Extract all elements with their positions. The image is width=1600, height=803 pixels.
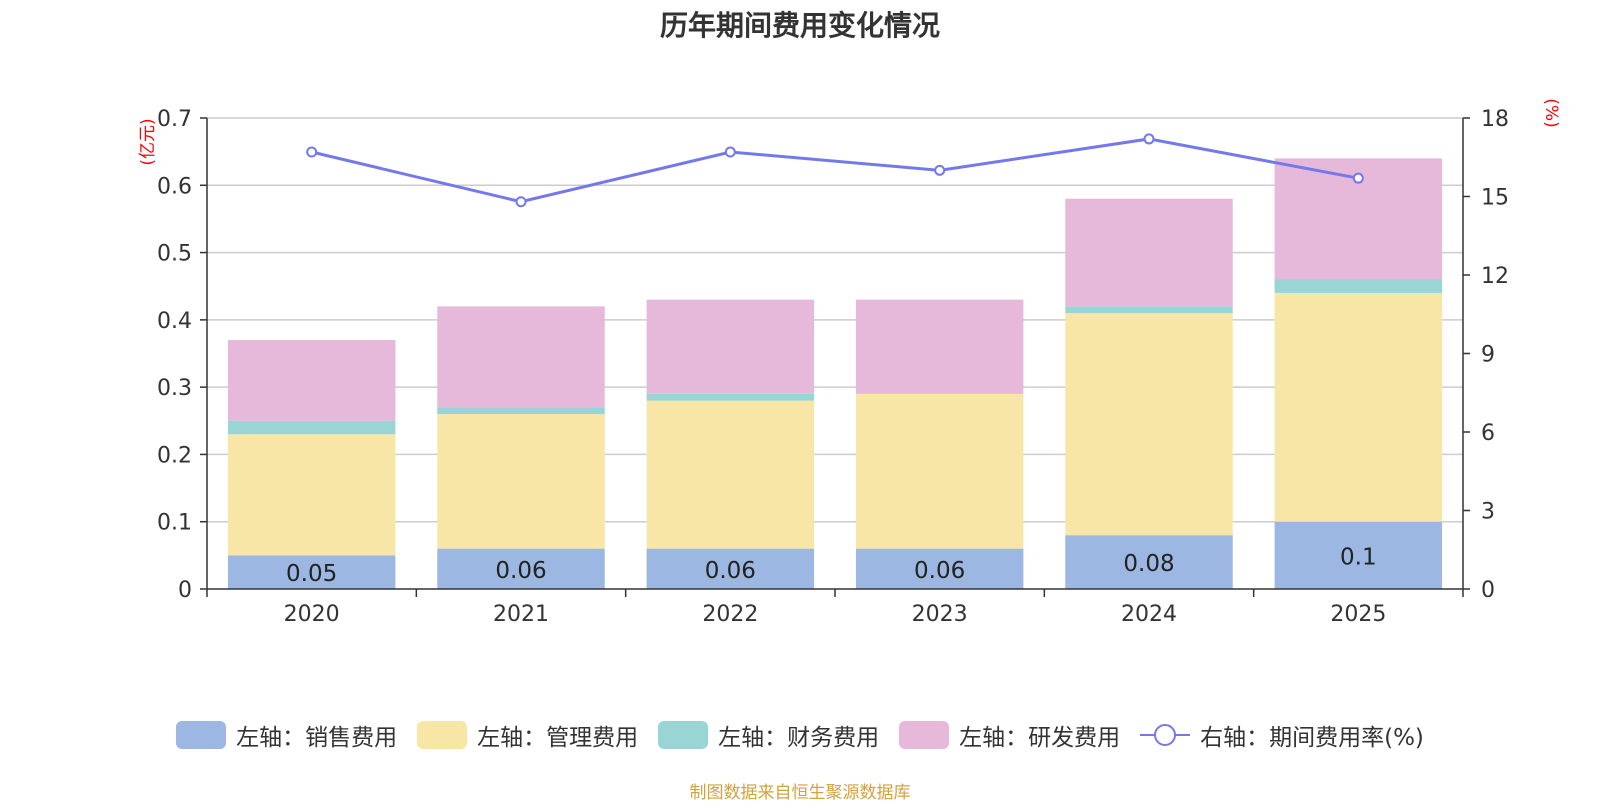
- legend-label: 左轴：销售费用: [236, 725, 398, 751]
- legend-item[interactable]: 右轴：期间费用率(%): [1140, 718, 1424, 752]
- bar-segment: [437, 548, 605, 589]
- legend-label: 右轴：期间费用率(%): [1200, 725, 1424, 751]
- bar-segment: [646, 400, 815, 549]
- data-label: 0.06: [914, 558, 965, 584]
- legend-label: 左轴：财务费用: [718, 725, 880, 751]
- y-right-unit: (%): [1541, 98, 1561, 127]
- rate-line: [311, 137, 1359, 204]
- chart-canvas: 0 0.1 0.2 0.3 0.4 0.5 0.6 0.7 0 3 6 9 12 15 18 (亿元) (%) 0…: [138, 98, 1561, 627]
- bar-segment: [1274, 521, 1443, 589]
- bar-segment: [437, 407, 605, 415]
- legend-label: 左轴：管理费用: [477, 725, 639, 751]
- y-left-tick-label: 0.5: [157, 242, 192, 267]
- bar-segment: [1065, 306, 1233, 314]
- legend-swatch: [417, 721, 468, 749]
- y-left-tick-label: 0.4: [157, 309, 192, 334]
- bar-segment: [855, 299, 1024, 394]
- bar-segment: [646, 393, 815, 401]
- bar-segment: [646, 299, 815, 394]
- x-tick-label: 2022: [702, 602, 758, 627]
- rate-point: [724, 146, 736, 158]
- y-left-tick-label: 0.2: [157, 443, 192, 468]
- bar-segment: [1065, 198, 1233, 307]
- x-tick-label: 2021: [493, 602, 549, 627]
- y-left-unit: (亿元): [138, 118, 158, 165]
- source-note: 制图数据来自恒生聚源数据库: [689, 783, 911, 803]
- y-left-tick-label: 0.7: [157, 107, 192, 132]
- legend-line-marker-icon: [1140, 724, 1191, 746]
- data-label: 0.08: [1123, 551, 1174, 577]
- rate-point: [934, 164, 946, 176]
- y-left-tick-label: 0: [178, 578, 192, 603]
- y-left-tick-label: 0.1: [157, 511, 192, 536]
- x-tick-label: 2023: [912, 602, 968, 627]
- legend-item[interactable]: 左轴：管理费用: [417, 718, 638, 752]
- rate-point: [1143, 133, 1155, 145]
- rate-point: [515, 196, 527, 208]
- bar-segment: [646, 548, 815, 589]
- bar-segment: [437, 414, 605, 549]
- bar-segment: [1065, 313, 1233, 536]
- y-right-tick-label: 18: [1481, 107, 1509, 132]
- y-left-tick-label: 0.3: [157, 376, 192, 401]
- chart-title: 历年期间费用变化情况: [659, 9, 940, 42]
- data-label: 0.1: [1340, 544, 1377, 570]
- x-tick-label: 2025: [1330, 602, 1386, 627]
- bar-segment: [855, 548, 1024, 589]
- bar-segment: [227, 555, 396, 589]
- bar-segment: [227, 420, 396, 435]
- legend-item[interactable]: 左轴：财务费用: [658, 718, 879, 752]
- legend-item[interactable]: 左轴：销售费用: [176, 718, 397, 752]
- y-right-tick-label: 9: [1481, 343, 1495, 368]
- legend-swatch: [658, 721, 709, 749]
- legend-swatch: [899, 721, 950, 749]
- bar-segment: [1274, 292, 1443, 522]
- bar-segment: [227, 434, 396, 556]
- bar-segment: [227, 340, 396, 421]
- y-right-tick-label: 15: [1481, 186, 1509, 211]
- legend-swatch: [176, 721, 227, 749]
- legend-item[interactable]: 左轴：研发费用: [899, 718, 1120, 752]
- bar-segment: [437, 306, 605, 408]
- rate-point: [1352, 172, 1364, 184]
- x-tick-label: 2020: [284, 602, 340, 627]
- data-label: 0.05: [286, 561, 337, 587]
- bar-segment: [1065, 535, 1233, 589]
- y-right-tick-label: 12: [1481, 264, 1509, 289]
- y-right-tick-label: 0: [1481, 578, 1495, 603]
- y-left-tick-label: 0.6: [157, 174, 192, 199]
- legend: 左轴：销售费用 左轴：管理费用 左轴：财务费用 左轴：研发费用 右轴：期间费用率(%): [0, 718, 1600, 752]
- data-label: 0.06: [705, 558, 756, 584]
- x-tick-label: 2024: [1121, 602, 1177, 627]
- rate-point: [306, 146, 318, 158]
- data-label: 0.06: [495, 558, 546, 584]
- bar-segment: [1274, 279, 1443, 293]
- legend-label: 左轴：研发费用: [959, 725, 1121, 751]
- y-right-tick-label: 6: [1481, 421, 1495, 446]
- bar-segment: [855, 393, 1024, 549]
- y-right-tick-label: 3: [1481, 500, 1495, 525]
